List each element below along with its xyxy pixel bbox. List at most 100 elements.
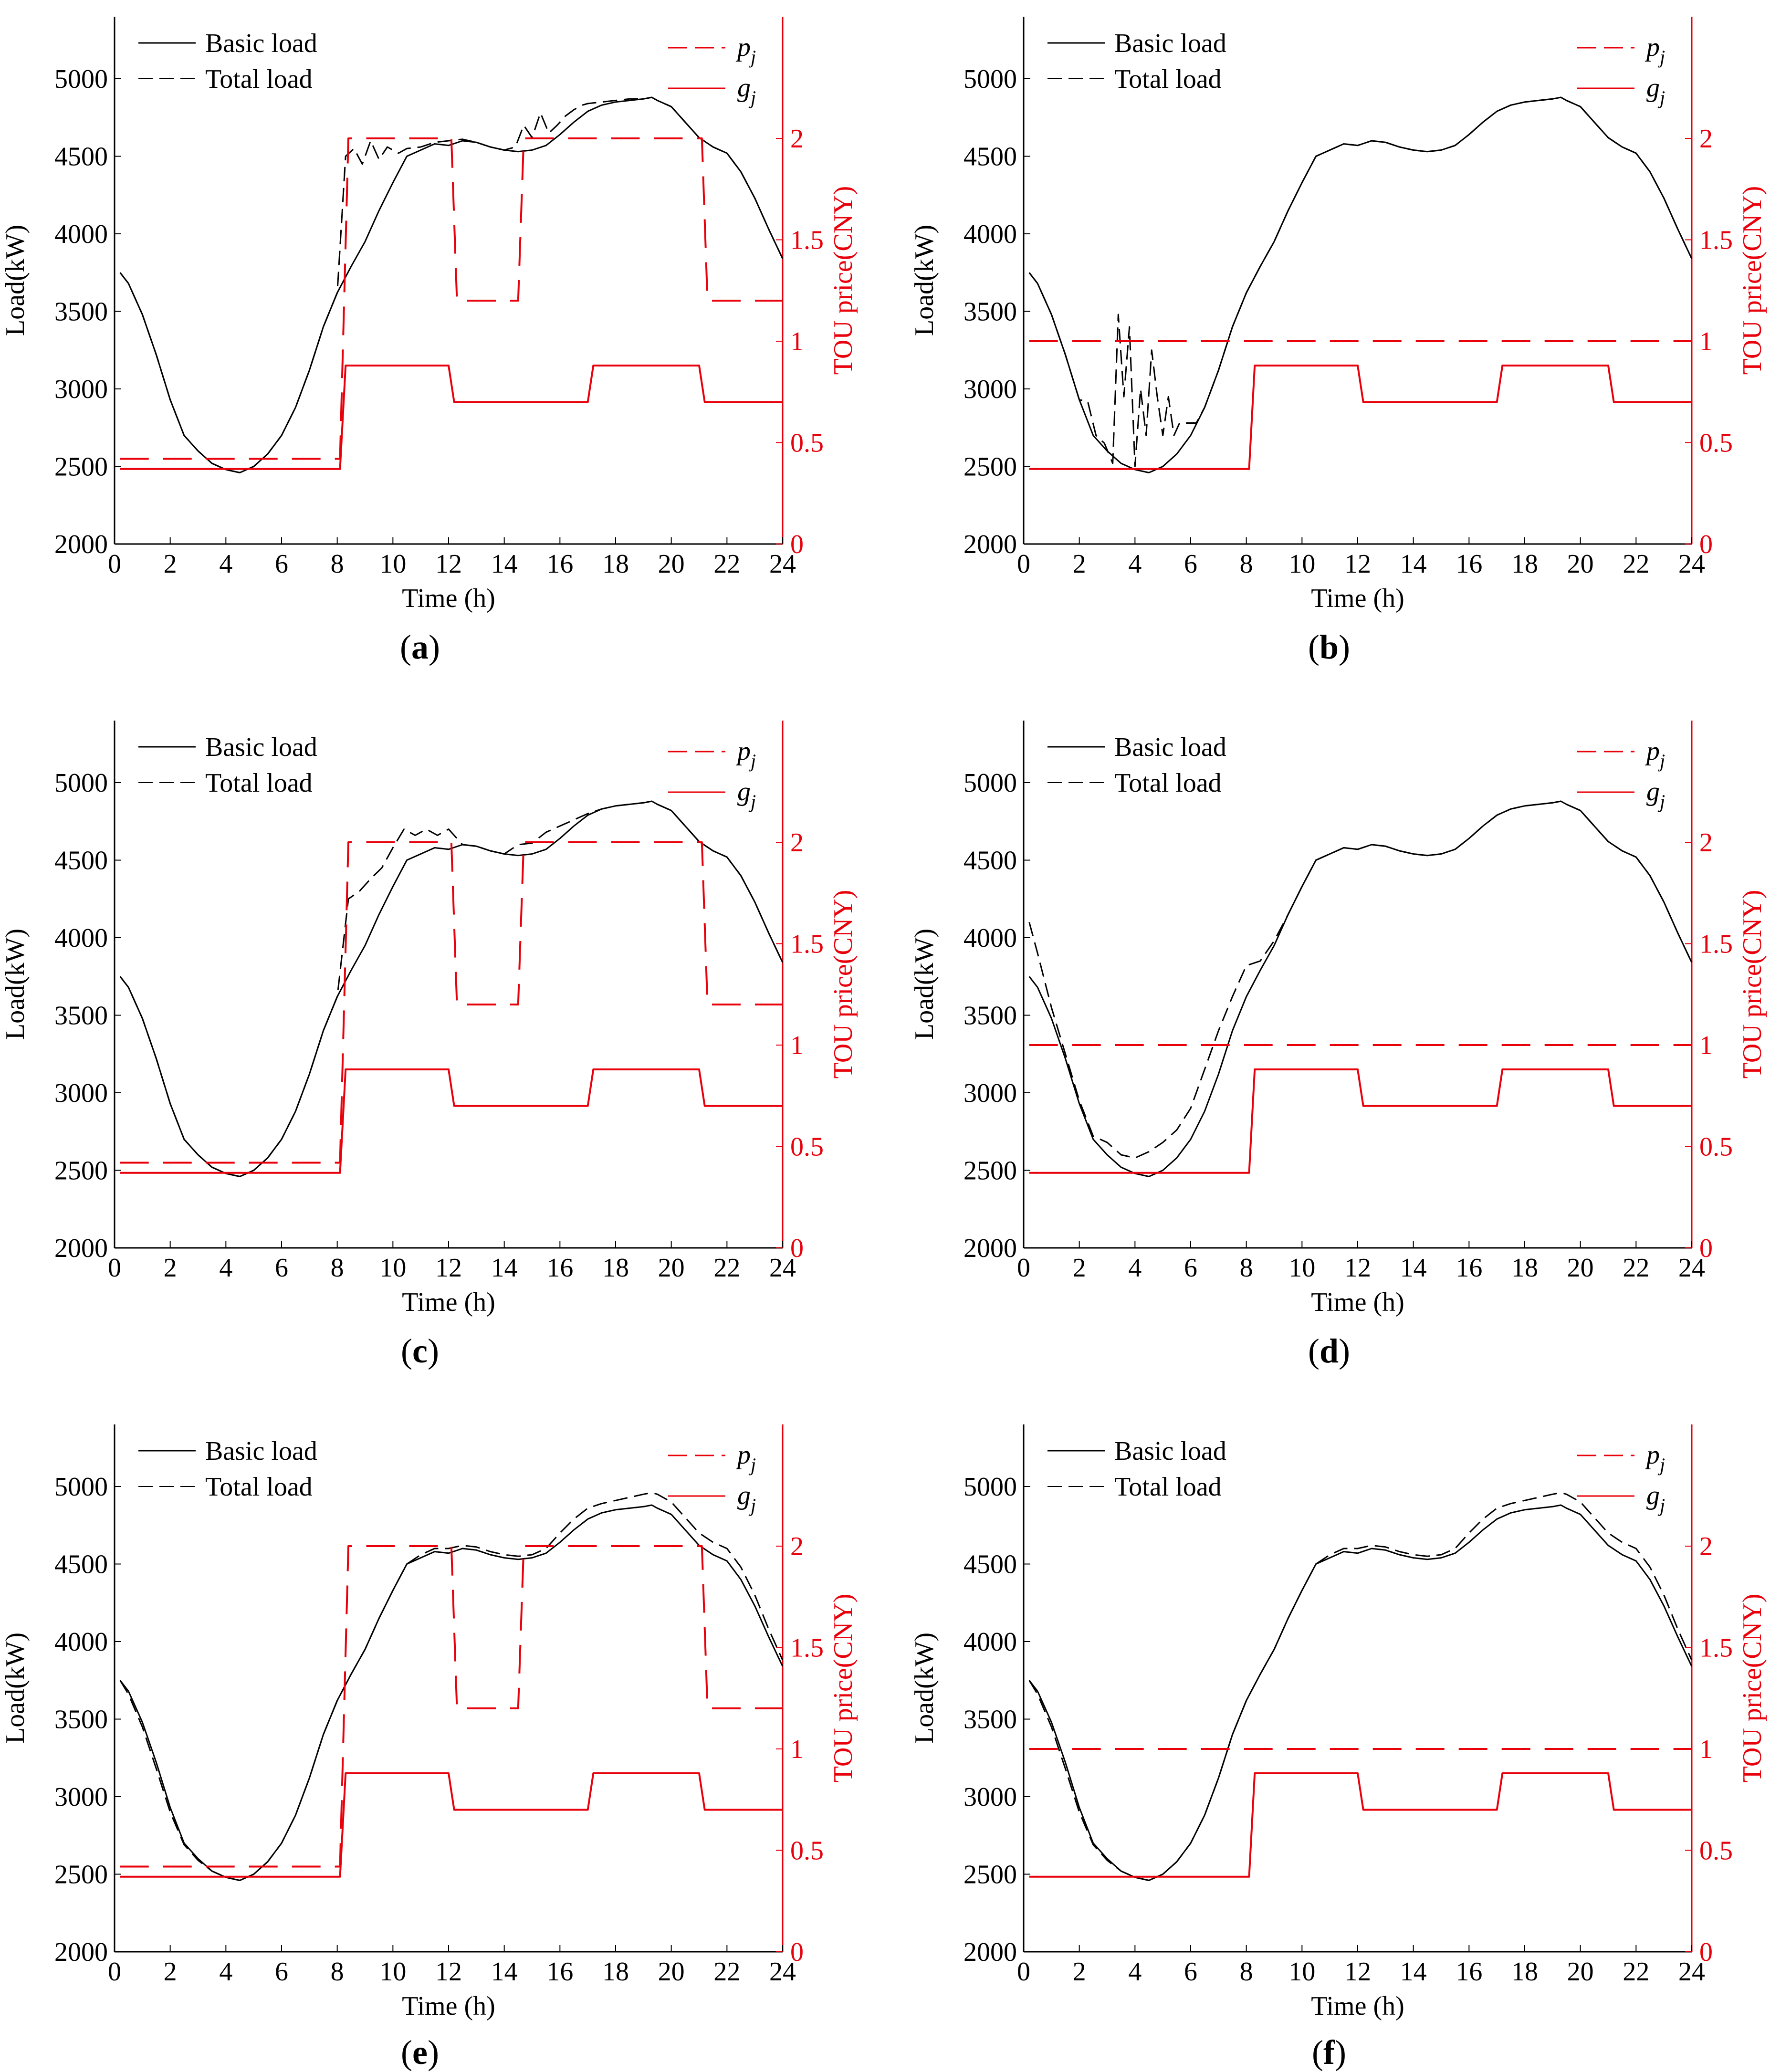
x-tick-label: 8	[1240, 1957, 1253, 1987]
x-tick-label: 24	[1678, 549, 1705, 579]
x-tick-label: 20	[658, 1957, 685, 1987]
legend-g-label: gj	[737, 73, 756, 108]
y-left-tick-label: 3500	[964, 1705, 1017, 1735]
y-left-tick-label: 5000	[54, 64, 108, 94]
y-left-tick-label: 3500	[54, 297, 108, 327]
legend-total-label: Total load	[205, 768, 313, 798]
y-left-tick-label: 4500	[964, 142, 1017, 172]
y-left-tick-label: 2500	[964, 1860, 1017, 1890]
legend-total-label: Total load	[205, 64, 313, 94]
legend-p-symbol: p	[735, 32, 751, 62]
y-axis-label-right: TOU price(CNY)	[828, 890, 858, 1079]
caption-paren-close: )	[1339, 628, 1350, 666]
x-tick-label: 2	[1073, 1957, 1086, 1987]
y-axis-label-right: TOU price(CNY)	[828, 186, 858, 375]
y-left-tick-label: 4000	[54, 220, 108, 249]
y-axis-label-left: Load(kW)	[910, 929, 939, 1040]
y-right-tick-label: 0	[790, 1937, 804, 1967]
legend-g-label: gj	[1646, 777, 1665, 812]
y-axis-label-right: TOU price(CNY)	[1738, 890, 1767, 1079]
x-tick-label: 24	[1678, 1957, 1705, 1987]
legend-left: Basic load Total load	[1047, 1436, 1226, 1502]
caption-paren-open: (	[401, 1332, 412, 1370]
x-tick-label: 24	[1678, 1253, 1705, 1283]
x-tick-label: 18	[1511, 1957, 1538, 1987]
x-tick-label: 6	[1184, 1253, 1197, 1283]
y-right-tick-label: 1.5	[790, 930, 824, 959]
series-g-j	[120, 365, 783, 470]
legend-left: Basic load Total load	[138, 29, 317, 94]
x-tick-label: 16	[1456, 1253, 1482, 1283]
x-tick-label: 10	[379, 549, 406, 579]
legend-left: Basic load Total load	[138, 1436, 317, 1502]
y-right-tick-label: 0.5	[790, 1836, 824, 1866]
legend-p-label: pj	[1644, 1440, 1665, 1476]
legend-g-subscript: j	[1657, 1495, 1665, 1516]
series-g-j	[120, 1772, 783, 1878]
legend-g-subscript: j	[748, 1495, 756, 1516]
y-left-tick-label: 3000	[964, 1782, 1017, 1812]
series-p-j	[120, 137, 783, 460]
x-tick-label: 22	[1623, 1253, 1649, 1283]
y-right-tick-label: 1.5	[1699, 930, 1733, 959]
y-axis-label-right: TOU price(CNY)	[1738, 186, 1767, 375]
panel-caption: (f)	[1312, 2033, 1346, 2072]
y-left-tick-label: 5000	[964, 1472, 1017, 1502]
x-tick-label: 16	[546, 549, 573, 579]
legend-p-subscript: j	[1657, 1454, 1665, 1476]
caption-paren-close: )	[1335, 2033, 1346, 2072]
y-right-tick-label: 1.5	[790, 1633, 824, 1663]
y-right-tick-label: 1	[1699, 327, 1713, 356]
caption-paren-open: (	[1308, 628, 1320, 666]
x-axis-label: Time (h)	[402, 584, 495, 613]
x-tick-label: 12	[1344, 549, 1371, 579]
chart-panel-b: 0 2 4 6 8 10 12 14 16 18 20 22 242000250030003500400…	[910, 17, 1767, 666]
y-right-tick-label: 1.5	[1699, 226, 1733, 255]
x-tick-label: 14	[491, 549, 518, 579]
legend-p-subscript: j	[748, 1454, 756, 1476]
legend-left: Basic load Total load	[138, 733, 317, 798]
x-tick-label: 4	[219, 1957, 232, 1987]
x-tick-label: 16	[1456, 1957, 1482, 1987]
x-tick-label: 22	[713, 549, 740, 579]
x-tick-label: 6	[275, 1253, 288, 1283]
y-left-tick-label: 2000	[964, 1937, 1017, 1967]
chart-panel-d: 0 2 4 6 8 10 12 14 16 18 20 22 242000250030003500400…	[910, 721, 1767, 1370]
x-tick-label: 2	[164, 1253, 177, 1283]
x-tick-label: 22	[1623, 1957, 1649, 1987]
y-left-tick-label: 3000	[54, 375, 108, 404]
panel-caption: (c)	[401, 1332, 439, 1370]
x-tick-label: 16	[546, 1253, 573, 1283]
caption-paren-open: (	[1312, 2033, 1323, 2072]
x-tick-label: 14	[491, 1957, 518, 1987]
panel-caption: (b)	[1308, 628, 1350, 666]
caption-letter: e	[412, 2033, 428, 2072]
legend-basic-label: Basic load	[205, 29, 317, 58]
x-tick-label: 18	[602, 549, 629, 579]
legend-total-label: Total load	[1114, 768, 1222, 798]
y-right-tick-label: 0.5	[1699, 1132, 1733, 1162]
caption-paren-close: )	[1339, 1332, 1350, 1370]
x-tick-label: 18	[602, 1253, 629, 1283]
chart-panel-a: 0 2 4 6 8 10 12 14 16 18 20 22 242000250030003500400…	[0, 17, 858, 666]
y-right-tick-label: 0.5	[790, 429, 824, 458]
y-left-tick-label: 4500	[54, 846, 108, 876]
y-right-tick-label: 2	[1699, 1532, 1713, 1561]
panel-caption: (e)	[401, 2033, 439, 2072]
x-tick-label: 0	[1017, 549, 1030, 579]
legend-basic-label: Basic load	[1114, 733, 1226, 762]
x-tick-label: 10	[1288, 1253, 1315, 1283]
legend-p-subscript: j	[1657, 750, 1665, 772]
x-tick-label: 0	[1017, 1957, 1030, 1987]
y-right-tick-label: 1.5	[1699, 1633, 1733, 1663]
legend-left: Basic load Total load	[1047, 29, 1226, 94]
legend-g-label: gj	[737, 1481, 756, 1516]
x-tick-label: 14	[491, 1253, 518, 1283]
y-right-tick-label: 0.5	[1699, 429, 1733, 458]
legend-p-symbol: p	[1644, 736, 1660, 766]
legend-total-label: Total load	[205, 1472, 313, 1502]
y-right-tick-label: 1	[790, 1735, 804, 1764]
series-basic-load	[1028, 96, 1693, 473]
legend-g-symbol: g	[1646, 73, 1660, 103]
x-tick-label: 20	[658, 1253, 685, 1283]
